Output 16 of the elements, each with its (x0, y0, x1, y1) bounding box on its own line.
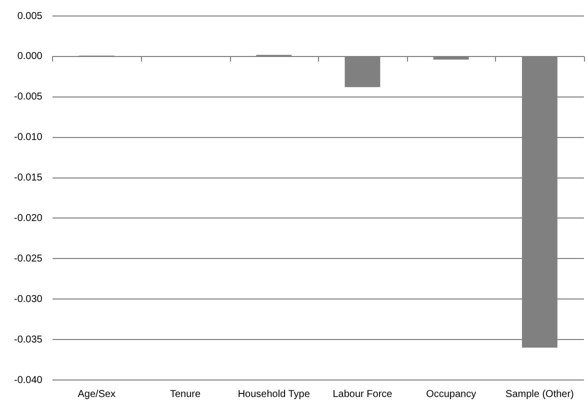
x-tick-label: Household Type (238, 388, 310, 400)
y-tick-label: -0.030 (14, 294, 43, 305)
y-tick-label: -0.040 (14, 374, 43, 386)
y-tick-label: -0.005 (14, 92, 43, 103)
x-tick-label: Occupancy (426, 388, 476, 400)
y-tick-label: 0.000 (17, 51, 43, 62)
y-tick-label: -0.025 (14, 253, 43, 264)
x-tick-label: Labour Force (332, 388, 393, 400)
x-tick-label: Age/Sex (78, 388, 116, 400)
y-tick-label: -0.015 (14, 172, 43, 184)
y-tick-label: -0.010 (14, 132, 43, 144)
x-tick-label: Tenure (170, 388, 201, 400)
y-tick-label: -0.020 (14, 212, 43, 224)
x-tick-label: Sample (Other) (506, 388, 574, 400)
y-tick-label: 0.005 (17, 10, 43, 22)
y-tick-label: -0.035 (14, 334, 43, 346)
